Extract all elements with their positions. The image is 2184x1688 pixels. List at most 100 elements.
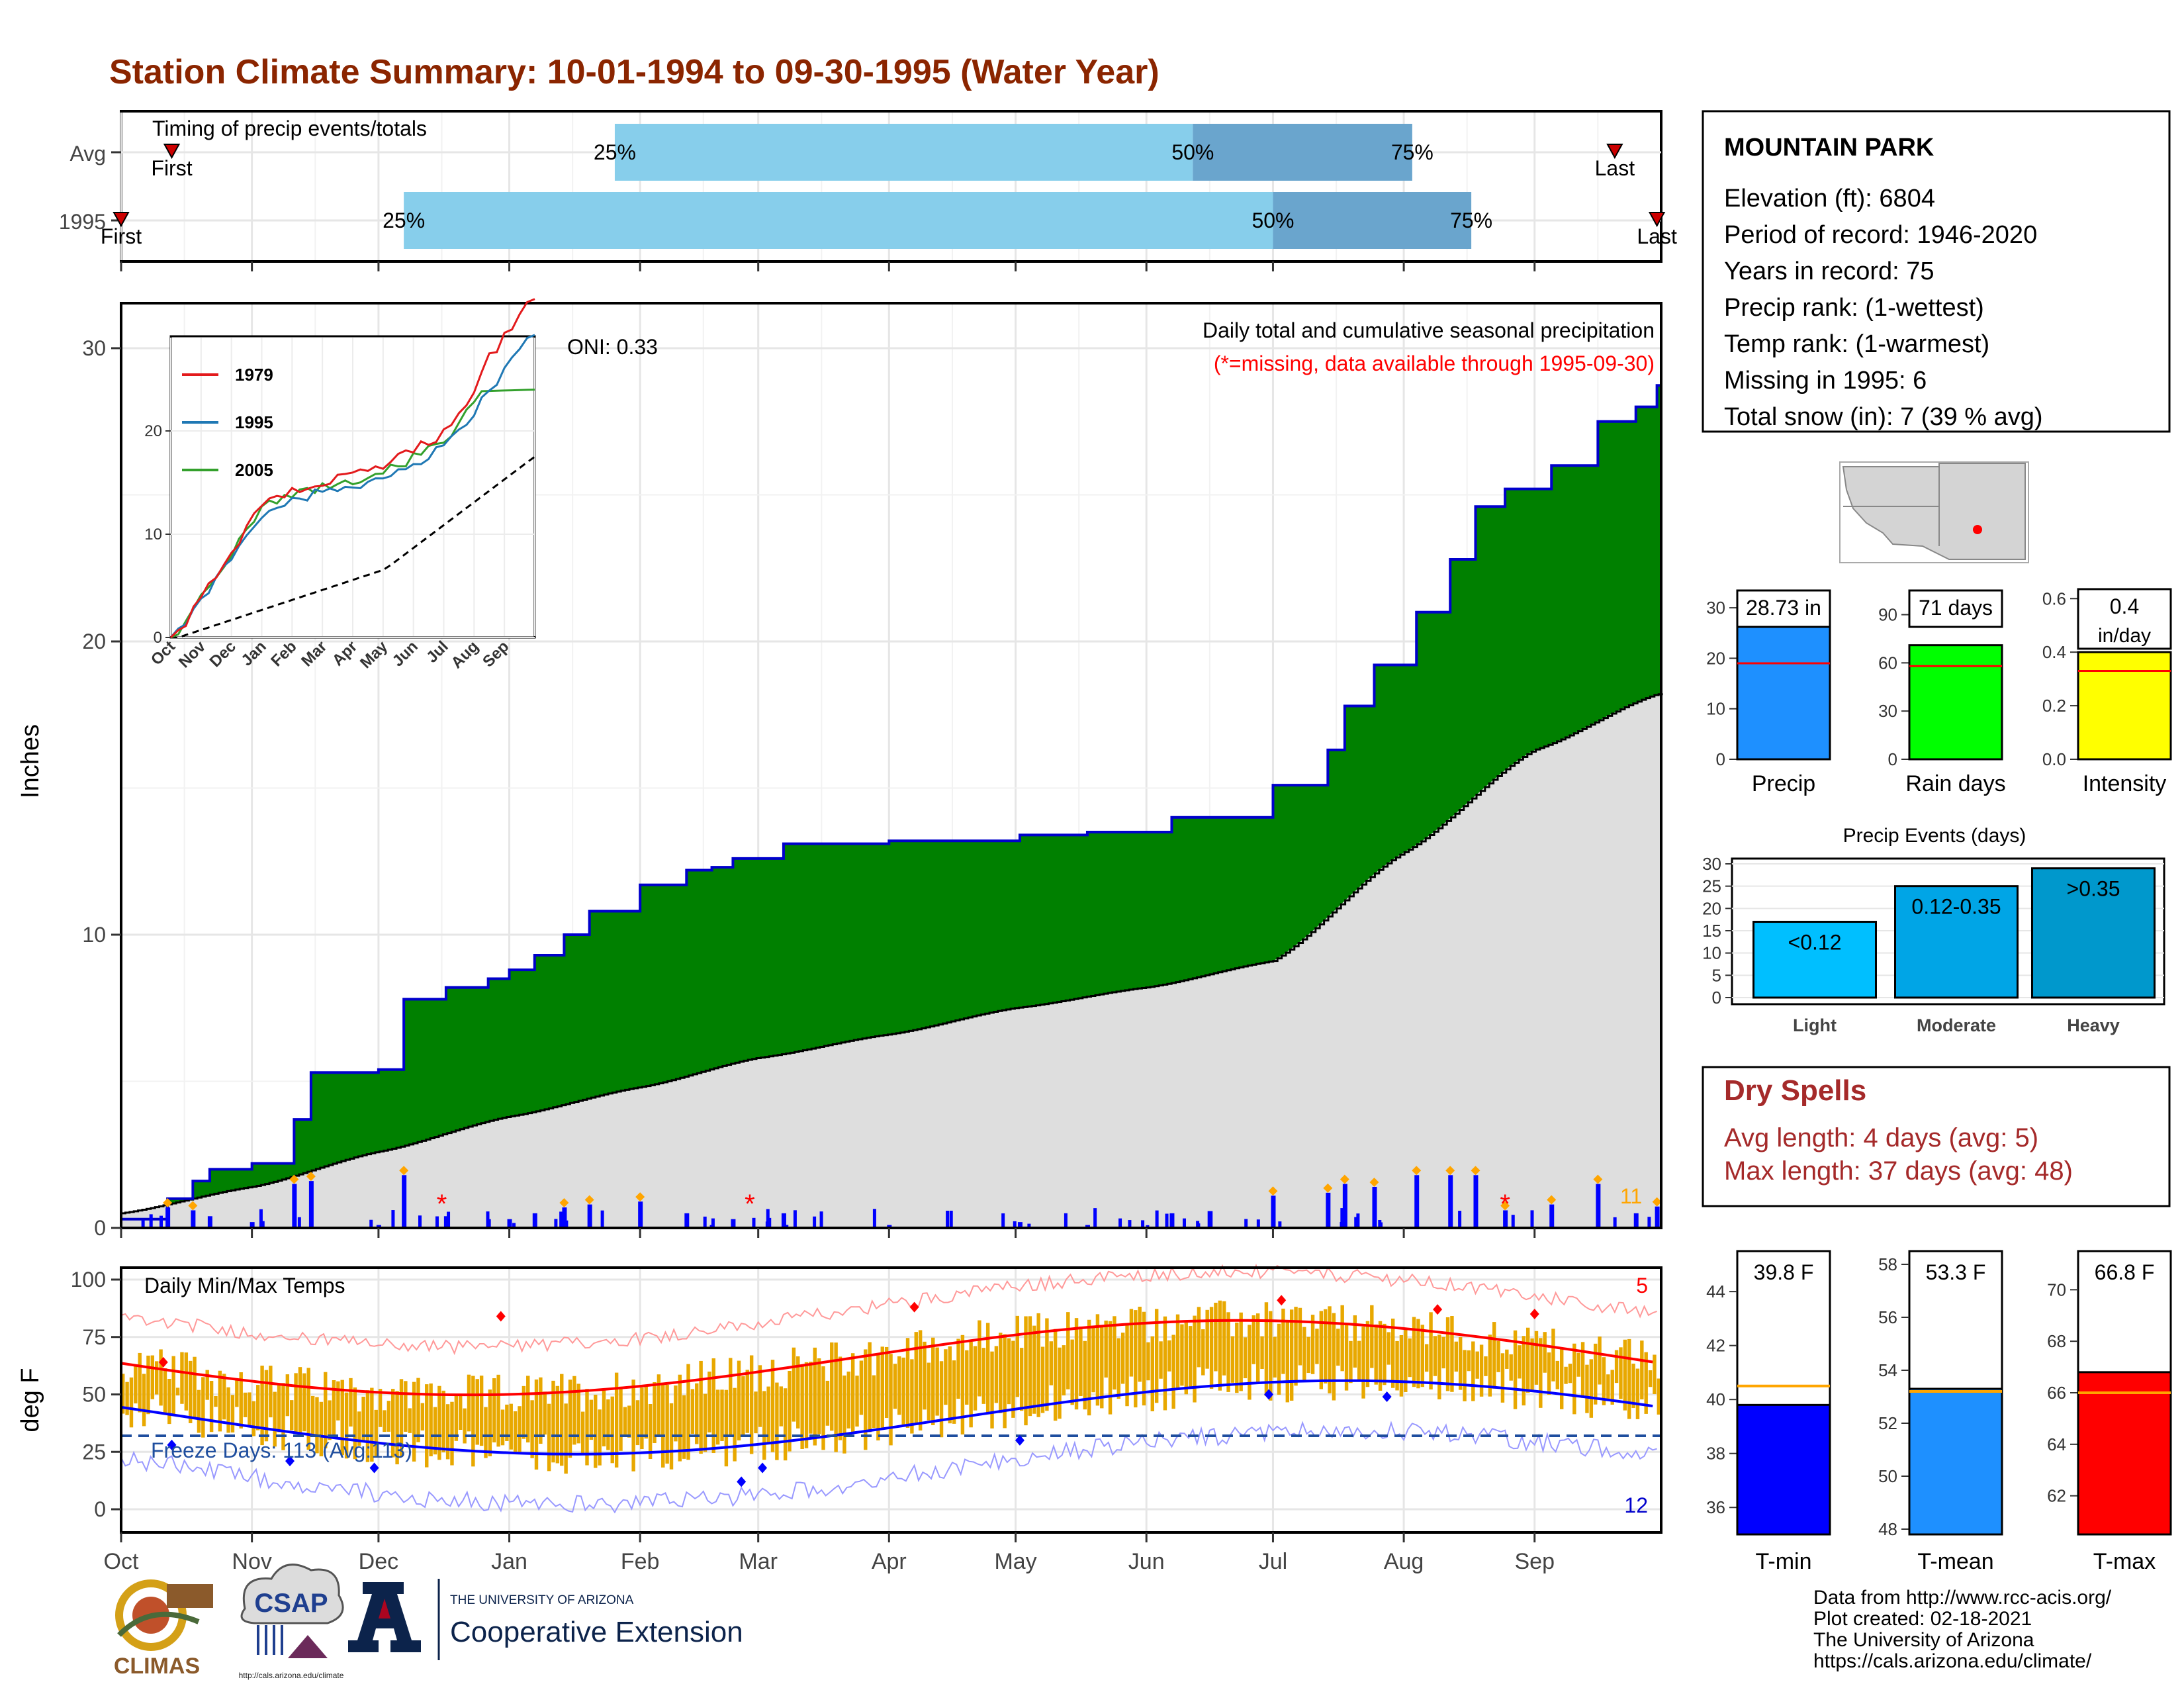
daily-temp-range-bar xyxy=(779,1386,783,1427)
daily-temp-range-bar xyxy=(1627,1338,1631,1419)
daily-temp-range-bar xyxy=(1598,1336,1602,1385)
cold-days-count: 12 xyxy=(1624,1493,1648,1517)
daily-temp-range-bar xyxy=(999,1333,1003,1413)
daily-temp-range-bar xyxy=(1390,1318,1395,1388)
event-bar xyxy=(1894,885,2019,999)
daily-temp-range-bar xyxy=(842,1375,846,1454)
daily-temp-range-bar xyxy=(631,1380,635,1472)
record-low-marker xyxy=(737,1476,747,1487)
event-bar-value-label: <0.12 xyxy=(1788,931,1842,955)
daily-temp-range-bar xyxy=(1505,1349,1509,1369)
daily-temp-range-bar xyxy=(230,1395,235,1432)
heavy-precip-marker xyxy=(1412,1166,1422,1176)
daily-precip-bar xyxy=(559,1211,563,1228)
cumulative-precip-1995-line xyxy=(120,384,1661,1228)
station-info-box: MOUNTAIN PARK Elevation (ft): 6804 Perio… xyxy=(1702,110,2171,433)
dry-spells-box: Dry Spells Avg length: 4 days (avg: 5) M… xyxy=(1702,1066,2171,1207)
daily-precip-bar xyxy=(1064,1213,1068,1228)
daily-temp-range-bar xyxy=(1298,1307,1302,1366)
daily-precip-bar xyxy=(141,1219,145,1228)
station-precip-rank: Precip rank: (1-wettest) xyxy=(1724,294,1984,322)
daily-precip-bar xyxy=(443,1216,449,1228)
timing-bar-50-75 xyxy=(1193,124,1412,181)
daily-temp-range-bar xyxy=(661,1382,665,1468)
daily-temp-range-bar xyxy=(463,1408,467,1444)
month-label: Feb xyxy=(621,1549,660,1574)
daily-temp-range-bar xyxy=(1547,1352,1551,1395)
daily-precip-bar xyxy=(1013,1221,1017,1228)
daily-temp-range-bar xyxy=(1619,1347,1623,1399)
daily-temp-range-bar xyxy=(492,1378,496,1442)
daily-temp-range-bar xyxy=(1408,1338,1412,1378)
footer-university: The University of Arizona xyxy=(1813,1629,2034,1651)
daily-precip-bar xyxy=(250,1222,255,1228)
average-cumulative-area xyxy=(121,694,1661,1228)
footer-url: https://cals.arizona.edu/climate/ xyxy=(1813,1650,2092,1672)
daily-temp-range-bar xyxy=(1197,1307,1201,1368)
events-y-tick-label: 25 xyxy=(1702,876,1721,896)
station-elevation: Elevation (ft): 6804 xyxy=(1724,185,1935,212)
daily-temp-range-bar xyxy=(534,1379,539,1470)
daily-temp-range-bar xyxy=(1175,1314,1180,1388)
daily-precip-bar xyxy=(1093,1208,1097,1228)
daily-temp-range-bar xyxy=(1610,1370,1614,1405)
daily-temp-range-bar xyxy=(370,1387,374,1462)
last-event-marker xyxy=(1648,212,1666,228)
daily-temp-range-bar xyxy=(496,1374,500,1447)
event-bar-category-label: Heavy xyxy=(2067,1015,2120,1035)
daily-temp-range-bar xyxy=(859,1360,864,1415)
daily-temp-range-bar xyxy=(378,1389,383,1427)
daily-temp-range-bar xyxy=(956,1338,960,1399)
daily-temp-range-bar xyxy=(239,1372,243,1429)
daily-temp-range-bar xyxy=(125,1382,129,1415)
month-label: Apr xyxy=(872,1549,907,1574)
last-event-label: Last xyxy=(1637,224,1677,248)
daily-precip-bar xyxy=(1414,1175,1420,1228)
daily-temp-range-bar xyxy=(893,1364,897,1409)
station-snow: Total snow (in): 7 (39 % avg) xyxy=(1724,403,2043,431)
oni-label: ONI: 0.33 xyxy=(567,335,658,359)
daily-temp-range-bar xyxy=(1559,1348,1564,1409)
daily-temp-range-bar xyxy=(1500,1353,1505,1403)
daily-precip-bar xyxy=(887,1225,892,1228)
daily-precip-bar xyxy=(793,1210,797,1228)
daily-temp-range-bar xyxy=(1429,1312,1433,1389)
inset-y-tick-label: 0 xyxy=(154,629,162,647)
month-label: Jun xyxy=(1128,1549,1165,1574)
daily-temp-range-bar xyxy=(1074,1318,1079,1410)
daily-temp-range-bar xyxy=(813,1347,817,1446)
daily-temp-range-bar xyxy=(281,1383,285,1450)
daily-temp-range-bar xyxy=(121,1374,125,1414)
daily-temp-range-bar xyxy=(758,1365,762,1427)
daily-precip-bar xyxy=(1141,1220,1145,1228)
daily-precip-bar xyxy=(703,1216,707,1228)
daily-temp-range-bar xyxy=(1635,1368,1640,1419)
daily-temp-range-bar xyxy=(1083,1340,1087,1410)
daily-temp-range-bar xyxy=(383,1410,387,1432)
temp-summary-panel: 36 38 40 42 44 39.8 F T-min xyxy=(1706,1250,1831,1574)
daily-temp-range-bar xyxy=(454,1395,459,1441)
daily-temp-range-bar xyxy=(1209,1307,1214,1389)
daily-temp-range-bar xyxy=(555,1385,560,1464)
heavy-precip-marker xyxy=(1593,1174,1603,1184)
temp-summary-y-tick-label: 42 xyxy=(1706,1336,1725,1356)
daily-temp-range-bar xyxy=(294,1373,298,1434)
station-missing: Missing in 1995: 6 xyxy=(1724,367,1927,395)
daily-precip-bar xyxy=(512,1223,516,1228)
timing-panel: First Last 25% 50% 75% First Last 25% 50% 75% Tim… xyxy=(59,110,1677,263)
temp-summary-panel: 48 50 52 54 56 58 53.3 F T-mean xyxy=(1878,1250,2003,1574)
daily-temp-range-bar xyxy=(277,1384,281,1432)
daily-precip-bar xyxy=(766,1209,770,1228)
record-low-marker xyxy=(285,1456,295,1467)
daily-temp-range-bar xyxy=(1040,1346,1045,1413)
daily-precip-bar xyxy=(1017,1222,1023,1228)
temp-y-label: deg F xyxy=(17,1368,44,1432)
daily-temp-range-bar xyxy=(1412,1317,1416,1387)
summary-bar-label: Rain days xyxy=(1905,771,2005,796)
daily-temp-range-bar xyxy=(1340,1305,1344,1372)
daily-temp-range-bar xyxy=(1264,1302,1269,1396)
daily-temp-range-bar xyxy=(589,1399,594,1440)
heavy-precip-marker xyxy=(163,1197,173,1207)
daily-temp-range-bar xyxy=(1420,1325,1425,1387)
daily-precip-bar xyxy=(785,1225,789,1228)
